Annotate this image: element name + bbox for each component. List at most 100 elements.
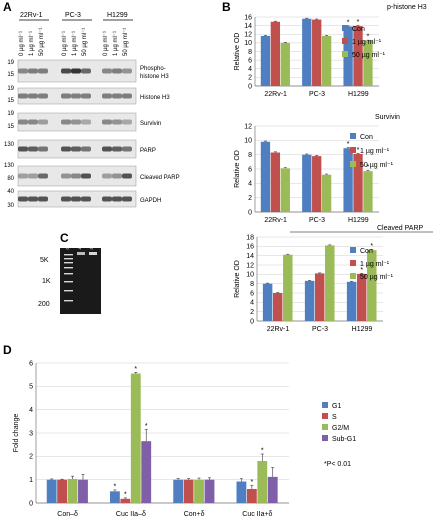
gel-marker-label: 1K — [42, 278, 51, 285]
bar — [321, 35, 332, 86]
panel-letter-d: D — [3, 343, 12, 357]
x-category-label: Cuc IIa+δ — [242, 511, 272, 518]
bar — [183, 479, 194, 503]
blot-strip — [17, 165, 137, 187]
blot-band — [38, 173, 48, 179]
blot-band — [38, 146, 48, 152]
significance-note: *P< 0.01 — [324, 461, 351, 468]
bar — [314, 273, 325, 321]
y-tick-label: 12 — [244, 123, 252, 130]
blot-band — [102, 196, 112, 202]
bar — [325, 245, 335, 321]
bar — [173, 479, 184, 503]
panel-letter-a: A — [3, 0, 12, 14]
blot-lane-label: 1 µg ml⁻¹ — [72, 31, 78, 56]
x-category-label: Con+δ — [184, 511, 205, 518]
blot-band — [18, 196, 28, 202]
blot-band — [18, 173, 28, 179]
legend-swatch — [350, 260, 356, 266]
x-category-label: H1299 — [348, 91, 369, 98]
blot-band — [61, 93, 71, 99]
legend-label: G2/M — [332, 425, 349, 432]
significance-star: * — [357, 19, 360, 26]
y-tick-label: 5 — [29, 384, 33, 391]
blot-row-label: Phospho- — [140, 66, 166, 72]
blot-row-label: GAPDH — [140, 198, 161, 204]
panel-letter-b: B — [222, 0, 231, 14]
x-category-label: PC-3 — [312, 326, 328, 333]
bar — [363, 40, 373, 86]
blot-band — [18, 119, 28, 125]
gel-sample-band — [89, 252, 97, 255]
blot-band — [112, 93, 122, 99]
significance-star: * — [114, 483, 117, 490]
blot-band — [122, 93, 132, 99]
significance-star: * — [367, 34, 370, 41]
blot-band — [38, 196, 48, 202]
blot-row-label: histone H3 — [140, 74, 169, 80]
blot-mw-label: 30 — [7, 203, 14, 209]
gel-ladder-band — [64, 281, 73, 283]
bar — [304, 280, 315, 321]
blot-band — [71, 68, 81, 74]
y-tick-label: 8 — [248, 49, 252, 56]
y-tick-label: 12 — [246, 262, 254, 269]
y-tick-label: 0 — [29, 500, 33, 507]
blot-band — [122, 146, 132, 152]
blot-mw-label: 15 — [7, 124, 14, 130]
gel-ladder-band — [64, 267, 73, 269]
y-tick-label: 1 — [29, 477, 33, 484]
blot-lane-label: 0 µg ml⁻¹ — [19, 31, 25, 56]
legend-swatch — [322, 424, 328, 430]
chart-cleaved-parp: 0 2 4 6 8 10 12 14 16 18 Relative OD Cleaved PARP 22… — [234, 225, 433, 333]
blot-lane-label: 50 µg ml⁻¹ — [123, 28, 129, 56]
blot-band — [38, 93, 48, 99]
bar — [270, 21, 281, 86]
western-blot-panel: 22Rv-1 PC-3 H1299 0 µg ml⁻¹ 1 µg ml⁻¹ 50 µ… — [4, 12, 180, 209]
blot-band — [81, 196, 91, 202]
significance-star: * — [357, 147, 360, 154]
blot-band — [81, 146, 91, 152]
blot-band — [61, 146, 71, 152]
x-category-label: H1299 — [352, 326, 373, 333]
y-tick-label: 12 — [244, 32, 252, 39]
legend-swatch — [322, 413, 328, 419]
legend-label: Con — [360, 134, 373, 141]
blot-mw-label: 19 — [7, 60, 14, 66]
bar — [270, 152, 281, 212]
blot-band — [122, 68, 132, 74]
blot-band — [61, 196, 71, 202]
significance-star: * — [347, 141, 350, 148]
blot-band — [102, 173, 112, 179]
legend-swatch — [350, 273, 356, 279]
blot-mw-label: 40 — [7, 189, 14, 195]
legend-label: 50 µg ml⁻¹ — [360, 162, 394, 169]
blot-lane-label: 50 µg ml⁻¹ — [82, 28, 88, 56]
blot-cell-line-label: PC-3 — [65, 12, 81, 19]
bar — [260, 141, 271, 212]
significance-star: * — [261, 448, 264, 455]
blot-lane-label: 0 µg ml⁻¹ — [62, 31, 68, 56]
y-axis-label: Fold change — [13, 414, 20, 453]
gel-ladder-band — [64, 262, 73, 264]
blot-row-label: Histone H3 — [140, 95, 170, 101]
y-tick-label: 2 — [250, 309, 254, 316]
legend-label: 50 µg ml⁻¹ — [360, 274, 394, 281]
blot-band — [61, 68, 71, 74]
bar — [130, 373, 141, 503]
y-tick-label: 4 — [248, 181, 252, 188]
gel-lane-label: Control — [65, 237, 76, 251]
y-tick-label: 8 — [250, 281, 254, 288]
y-tick-label: 6 — [29, 360, 33, 367]
significance-star: * — [250, 479, 253, 486]
blot-band — [112, 146, 122, 152]
gel-ladder-band — [64, 300, 73, 302]
bar — [262, 283, 273, 321]
blot-band — [71, 93, 81, 99]
bar — [302, 18, 312, 87]
blot-band — [102, 68, 112, 74]
blot-band — [112, 68, 122, 74]
bar — [120, 498, 131, 503]
